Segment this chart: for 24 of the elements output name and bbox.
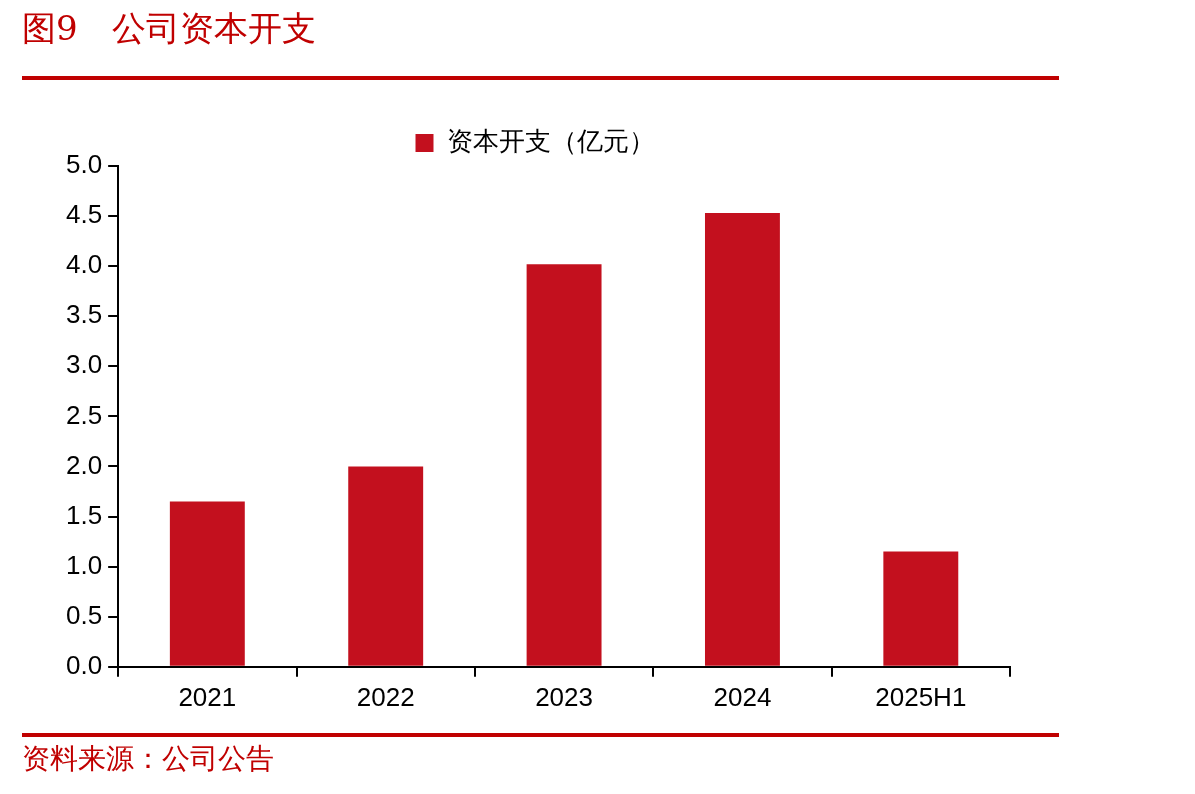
text: 资料来源：公司公告 [22,741,274,777]
bar [169,501,245,666]
x-tick-label: 2022 [356,681,415,712]
y-tick-label: 0.0 [65,649,103,680]
legend-label: 资本开支（亿元） [446,126,655,157]
y-tick-label: 2.0 [65,449,103,480]
y-tick-label: 2.5 [65,399,103,430]
y-tick-label: 0.5 [65,599,103,630]
x-tick-label: 2023 [535,681,593,712]
bar [526,264,602,666]
x-tick-label: 2021 [178,681,237,712]
bar [348,466,424,666]
y-tick-label: 5.0 [65,149,103,180]
bar [704,213,780,666]
y-tick-label: 4.0 [65,249,103,280]
x-tick-label: 2024 [713,681,772,712]
y-tick-label: 3.5 [65,299,103,330]
bar [883,551,959,666]
x-tick-label: 2025H1 [875,681,967,712]
y-tick-label: 3.0 [65,349,103,380]
y-tick-label: 4.5 [65,199,103,230]
y-tick-label: 1.0 [65,549,103,580]
chart-title: 图9 公司资本开支 [22,7,316,50]
y-tick-label: 1.5 [65,499,103,530]
